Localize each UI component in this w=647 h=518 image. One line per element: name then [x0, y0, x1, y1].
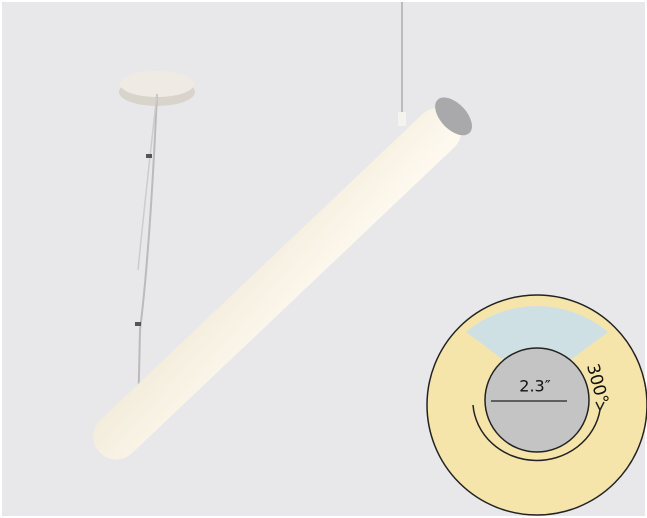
- beam-diagram: 2.3″ 300°: [427, 295, 647, 515]
- cable-clip: [146, 154, 152, 158]
- cable-gripper: [398, 112, 406, 126]
- page: 2.3″ 300° (() => { const data = JSON.par…: [0, 0, 647, 518]
- canopy-top: [120, 71, 194, 97]
- diameter-label: 2.3″: [519, 377, 550, 396]
- product-image: 2.3″ 300°: [0, 0, 647, 518]
- tube-section: [485, 348, 589, 452]
- cable-clip: [135, 322, 141, 326]
